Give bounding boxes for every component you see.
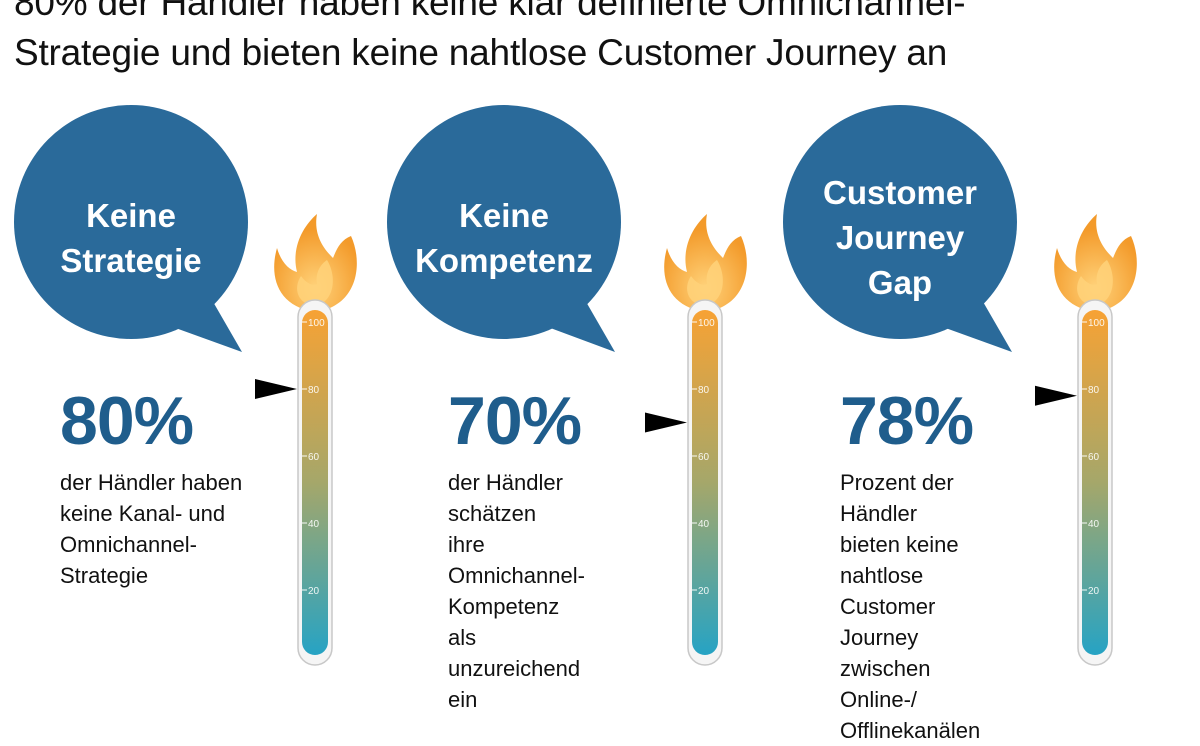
percent-value: 78% — [840, 383, 974, 459]
bubble-label: Customer Journey Gap — [800, 170, 1000, 305]
description-line: bieten keine nahtlose — [840, 532, 959, 588]
flame-icon — [274, 214, 357, 312]
speech-bubble-tail — [545, 300, 615, 352]
description: der Händler haben keine Kanal- und Omnic… — [60, 467, 242, 591]
scale-label: 20 — [698, 586, 710, 597]
scale-label: 60 — [1088, 452, 1100, 463]
flame-inner-icon — [687, 260, 723, 306]
headline-line-2: Strategie und bieten keine nahtlose Cust… — [14, 32, 948, 73]
scale-label: 20 — [308, 586, 320, 597]
level-marker-arrow — [255, 379, 297, 399]
bubble-label: Keine Strategie — [31, 193, 231, 283]
description-line: der Händler schätzen — [448, 470, 563, 526]
scale-label: 20 — [1088, 586, 1100, 597]
flame-icon — [664, 214, 747, 312]
description-line: keine Kanal- und — [60, 501, 226, 526]
bubble-label-line: Journey — [835, 219, 965, 256]
scale-label: 60 — [698, 452, 710, 463]
flame-inner-icon — [297, 260, 333, 306]
level-marker-arrow — [645, 412, 687, 433]
level-marker-arrow — [1035, 385, 1077, 406]
speech-bubble-circle — [14, 105, 248, 339]
description-line: Prozent der Händler — [840, 470, 954, 526]
speech-bubble — [783, 105, 1017, 352]
scale-label: 40 — [1088, 519, 1100, 530]
percent-value: 70% — [448, 383, 582, 459]
bubble-label-line: Strategie — [60, 242, 202, 279]
description-line: der Händler haben — [60, 470, 243, 495]
description-line: unzureichend ein — [448, 656, 581, 712]
flame-inner-icon — [1077, 260, 1113, 306]
bubble-label-line: Kompetenz — [415, 242, 593, 279]
description-line: zwischen Online-/ — [840, 656, 931, 712]
speech-bubble-body — [14, 105, 248, 352]
panel-keine-strategie: Keine Strategie 80% der Händler haben ke… — [0, 0, 400, 666]
bubble-label-line: Gap — [867, 264, 933, 301]
scale-label: 40 — [698, 519, 710, 530]
speech-bubble-body — [387, 105, 621, 352]
thermometer: 100 80 60 40 20 — [255, 214, 357, 666]
speech-bubble — [14, 105, 248, 352]
thermometer-fill — [302, 310, 328, 655]
scale-label: 80 — [1088, 385, 1100, 396]
speech-bubble-circle — [783, 105, 1017, 339]
bubble-label-line: Keine — [86, 197, 176, 234]
description-line: Kompetenz als — [448, 594, 560, 650]
headline: 80% der Händler haben keine klar definie… — [14, 0, 1194, 78]
headline-line-1: 80% der Händler haben keine klar definie… — [14, 0, 966, 23]
speech-bubble-tail — [170, 300, 242, 352]
speech-bubble — [387, 105, 621, 352]
scale-label: 100 — [1088, 318, 1105, 329]
scale-label: 100 — [308, 318, 325, 329]
description-line: Offlinekanälen — [840, 718, 981, 743]
scale-label: 40 — [308, 519, 320, 530]
scale-label: 80 — [698, 385, 710, 396]
scale-label: 80 — [308, 385, 320, 396]
bubble-label-line: Keine — [459, 197, 549, 234]
flame-icon — [1054, 214, 1137, 312]
thermometer: 100 80 60 40 20 — [1035, 214, 1137, 666]
bubble-label: Keine Kompetenz — [404, 193, 604, 283]
speech-bubble-body — [783, 105, 1017, 352]
thermometer-fill — [692, 310, 718, 655]
panel-customer-journey-gap: Customer Journey Gap 78% Prozent der Hän… — [0, 0, 1137, 743]
speech-bubble-tail — [940, 300, 1012, 352]
thermometer-fill — [1082, 310, 1108, 655]
bubble-label-line: Customer — [822, 174, 978, 211]
scale-label: 100 — [698, 318, 715, 329]
speech-bubble-circle — [387, 105, 621, 339]
description-line: Strategie — [60, 563, 149, 588]
percent-value: 80% — [60, 383, 194, 459]
description-line: ihre Omnichannel- — [448, 532, 585, 588]
description-line: Omnichannel- — [60, 532, 197, 557]
scale-label: 60 — [308, 452, 320, 463]
thermometer: 100 80 60 40 20 — [645, 214, 747, 666]
